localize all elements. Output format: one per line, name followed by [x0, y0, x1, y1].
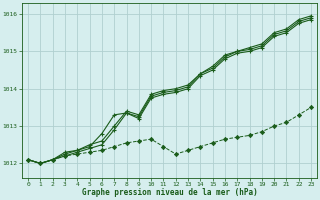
X-axis label: Graphe pression niveau de la mer (hPa): Graphe pression niveau de la mer (hPa) — [82, 188, 258, 197]
